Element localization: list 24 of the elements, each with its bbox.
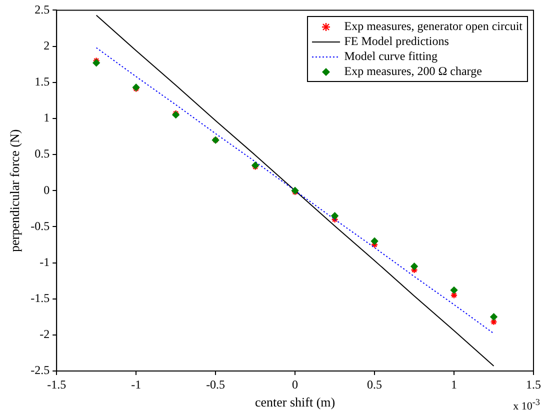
y-tick-label: -1 [40, 254, 50, 269]
y-tick-label: 1 [44, 110, 50, 125]
x-axis-title: center shift (m) [254, 394, 336, 410]
y-tick-label: 2.5 [34, 2, 50, 16]
x-tick-label: 0 [292, 377, 298, 392]
y-tick-label: 2 [44, 38, 50, 52]
y-tick-label: -0.5 [30, 218, 50, 233]
y-axis-title: perpendicular force (N) [7, 129, 22, 252]
y-tick-label: -2.5 [30, 363, 50, 378]
x-tick-label: 1 [451, 377, 458, 392]
x-tick-label: -1 [131, 377, 142, 392]
y-tick-label: -1.5 [30, 290, 50, 305]
legend-label: FE Model predictions [344, 34, 449, 50]
legend-label: Exp measures, 200 Ω charge [344, 64, 482, 80]
y-tick-label: -2 [40, 327, 50, 342]
x-tick-label: 0.5 [367, 377, 382, 392]
y-tick-label: 0.5 [34, 146, 50, 161]
y-tick-label: 0 [44, 182, 50, 197]
x-tick-label: -0.5 [206, 377, 226, 392]
y-tick-label: 1.5 [34, 74, 50, 89]
legend-label: Exp measures, generator open circuit [344, 19, 522, 34]
text: x 10$^{-3}$ [513, 397, 540, 413]
x-tick-label: 1.5 [526, 377, 541, 392]
legend-label: Model curve fitting [344, 49, 438, 64]
